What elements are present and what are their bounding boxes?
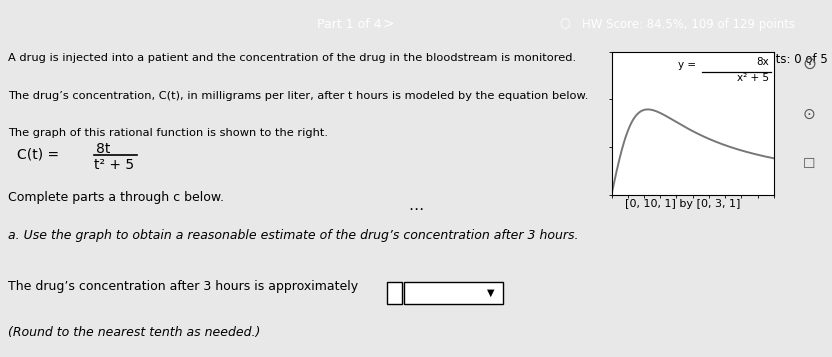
Text: ⊙: ⊙ xyxy=(802,55,816,73)
Text: ⊙: ⊙ xyxy=(803,107,815,122)
Text: ○: ○ xyxy=(559,17,570,31)
Text: a. Use the graph to obtain a reasonable estimate of the drug’s concentration aft: a. Use the graph to obtain a reasonable … xyxy=(8,229,579,242)
Text: HW Score: 84.5%, 109 of 129 points: HW Score: 84.5%, 109 of 129 points xyxy=(582,17,795,31)
Text: The drug’s concentration after 3 hours is approximately: The drug’s concentration after 3 hours i… xyxy=(8,281,359,293)
Text: Points: 0 of 5: Points: 0 of 5 xyxy=(751,53,828,66)
Text: Part 1 of 4: Part 1 of 4 xyxy=(317,17,382,31)
Text: The drug’s concentration, C(t), in milligrams per liter, after t hours is modele: The drug’s concentration, C(t), in milli… xyxy=(8,91,589,101)
Text: Complete parts a through c below.: Complete parts a through c below. xyxy=(8,191,225,204)
Text: (Round to the nearest tenth as needed.): (Round to the nearest tenth as needed.) xyxy=(8,326,260,340)
Text: [0, 10, 1] by [0, 3, 1]: [0, 10, 1] by [0, 3, 1] xyxy=(625,199,740,210)
FancyBboxPatch shape xyxy=(404,282,503,304)
FancyBboxPatch shape xyxy=(387,282,402,304)
Text: ☐: ☐ xyxy=(803,157,815,171)
Text: The graph of this rational function is shown to the right.: The graph of this rational function is s… xyxy=(8,128,329,138)
Text: ⋯: ⋯ xyxy=(409,202,423,217)
Text: x² + 5: x² + 5 xyxy=(737,73,769,83)
Text: t² + 5: t² + 5 xyxy=(94,158,134,172)
Text: 8x: 8x xyxy=(756,57,769,67)
Text: y =: y = xyxy=(678,60,696,70)
Text: C(t) =: C(t) = xyxy=(17,148,59,162)
Text: 8t: 8t xyxy=(96,142,110,156)
Text: ▼: ▼ xyxy=(487,288,495,298)
Text: >: > xyxy=(383,17,394,31)
Text: A drug is injected into a patient and the concentration of the drug in the blood: A drug is injected into a patient and th… xyxy=(8,53,577,63)
